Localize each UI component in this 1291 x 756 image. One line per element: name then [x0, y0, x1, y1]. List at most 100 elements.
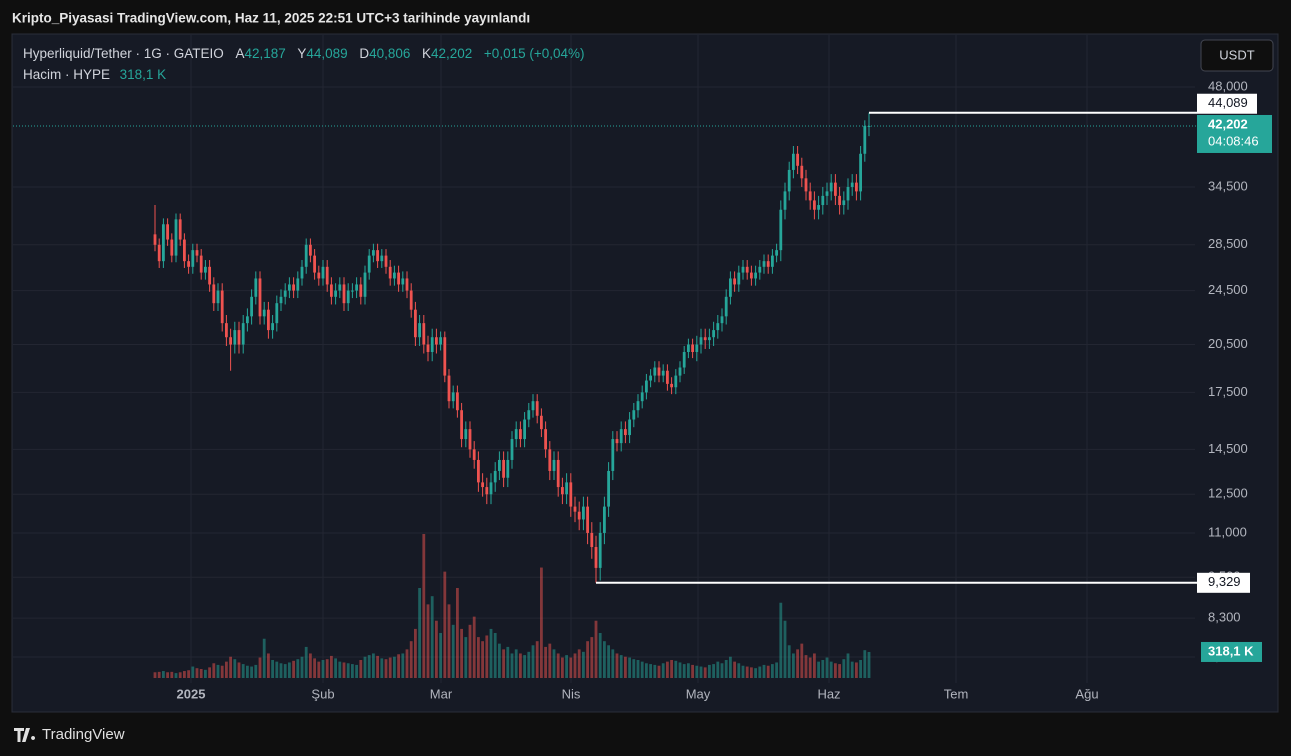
candle-body — [342, 284, 346, 304]
volume-bar — [451, 624, 455, 678]
volume-bar — [661, 663, 665, 678]
volume-bar — [439, 633, 442, 678]
candle-body — [351, 290, 354, 292]
candle-body — [724, 296, 728, 317]
volume-bar — [846, 653, 850, 678]
candle-body — [821, 195, 825, 206]
volume-bar — [267, 653, 270, 678]
volume-bar — [304, 646, 308, 678]
volume-bar — [867, 651, 871, 678]
volume-bar — [359, 660, 363, 678]
volume-bar — [229, 656, 232, 678]
high-value: 44,089 — [306, 46, 347, 61]
candle-body — [548, 449, 552, 471]
volume-bar — [317, 661, 321, 678]
candle-body — [775, 250, 778, 256]
candle-body — [783, 191, 787, 210]
candle-body — [666, 370, 669, 384]
candle-body — [258, 278, 262, 317]
x-tick-label: Nis — [562, 686, 581, 701]
volume-bar — [674, 660, 678, 678]
volume-bar — [346, 663, 350, 678]
volume-bar — [565, 655, 568, 678]
volume-bar — [422, 534, 426, 678]
candle-body — [632, 410, 636, 420]
candle-body — [624, 429, 627, 436]
candle-body — [367, 255, 371, 273]
candle-body — [741, 266, 745, 273]
volume-bar — [691, 664, 694, 678]
last-tag-box — [1197, 114, 1272, 153]
volume-bar — [246, 665, 249, 678]
candle-body — [687, 344, 690, 352]
candle-body — [346, 290, 350, 304]
volume-bar — [288, 662, 291, 678]
candle-body — [544, 429, 547, 450]
currency-button[interactable] — [1200, 39, 1274, 72]
candle-body — [283, 290, 287, 297]
volume-bar — [162, 671, 165, 678]
logo: TradingView — [14, 726, 125, 743]
volume-bar — [485, 635, 489, 678]
volume-bar — [729, 656, 732, 678]
candle-body — [191, 250, 195, 267]
candle-body — [187, 261, 190, 267]
candle-body — [834, 182, 837, 196]
close-value: 42,202 — [431, 46, 472, 61]
candle-body — [380, 255, 384, 262]
candle-body — [611, 439, 615, 471]
candle-body — [405, 278, 409, 291]
candle-body — [317, 272, 321, 279]
candle-body — [842, 200, 846, 206]
volume-bar — [498, 643, 501, 678]
volume-bar — [594, 620, 598, 678]
volume-bar — [523, 655, 526, 678]
volume-bar — [321, 660, 325, 678]
volume-bar — [393, 656, 396, 678]
candle-body — [430, 337, 434, 352]
change: +0,015 (+0,04%) — [484, 46, 585, 61]
candle-body — [384, 255, 388, 267]
candle-body — [657, 367, 661, 376]
volume-bar — [330, 655, 333, 678]
volume-bars — [153, 534, 871, 678]
x-tick-label: May — [686, 686, 711, 701]
candle-body — [766, 261, 770, 267]
volume-bar — [771, 664, 774, 678]
candle-body — [216, 290, 220, 304]
candle-body — [850, 182, 854, 187]
volume-tag-box — [1201, 641, 1262, 662]
currency-button-label[interactable]: USDT — [1219, 47, 1254, 62]
volume-bar — [430, 596, 434, 678]
candle-body — [422, 323, 426, 345]
y-tick-label: 11,000 — [1208, 524, 1247, 539]
x-tick-label: Haz — [817, 686, 840, 701]
volume-bar — [493, 633, 497, 678]
candle-body — [456, 392, 459, 411]
candle-body — [397, 272, 400, 285]
volume-bar — [859, 660, 862, 678]
candle-body — [199, 255, 203, 273]
candle-body — [271, 323, 274, 331]
volume-bar — [296, 659, 300, 678]
volume-bar — [544, 646, 547, 678]
volume-bar — [737, 663, 741, 678]
volume-bar — [208, 667, 211, 678]
y-tick-label: 17,500 — [1208, 384, 1248, 399]
candle-body — [330, 284, 333, 297]
volume-bar — [355, 664, 358, 678]
volume-bar — [363, 656, 367, 678]
candle-body — [477, 459, 480, 483]
volume-bar — [561, 657, 564, 678]
candle-body — [594, 547, 598, 568]
volume-bar — [292, 660, 295, 678]
volume-bar — [556, 653, 560, 678]
publish-caption: Kripto_Piyasasi TradingView.com, Haz 11,… — [12, 11, 530, 26]
volume-bar — [300, 656, 304, 678]
volume-bar — [174, 673, 178, 678]
candle-body — [296, 278, 300, 291]
volume-bar — [384, 659, 388, 678]
volume-bar — [699, 666, 703, 678]
volume-bar — [678, 662, 682, 678]
volume-bar — [611, 649, 615, 678]
